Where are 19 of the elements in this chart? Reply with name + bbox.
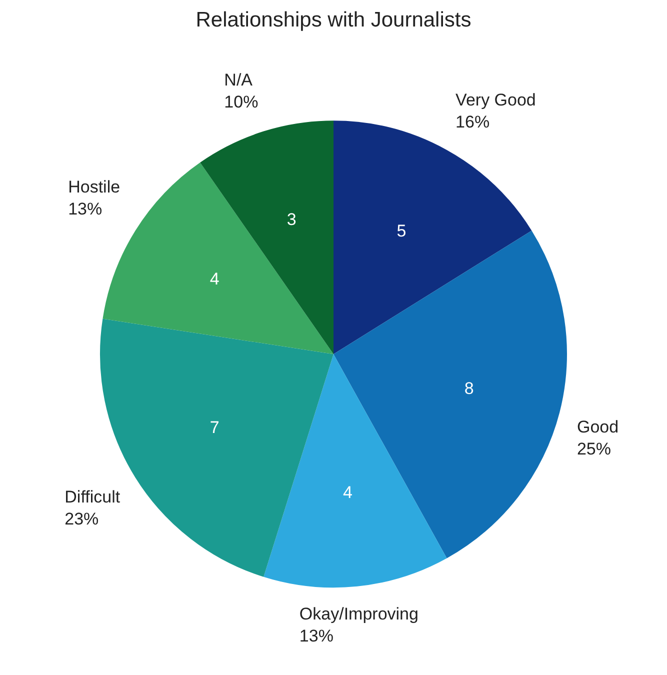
text: 13%: [299, 626, 334, 646]
data-label: 4: [210, 270, 220, 289]
text: 16%: [456, 112, 490, 132]
data-label: 5: [396, 221, 406, 240]
text: 25%: [576, 439, 612, 458]
data-label: 7: [210, 418, 220, 437]
slice-label: Hostile: [68, 177, 120, 196]
text: 23%: [64, 509, 99, 528]
slice-label: Okay/Improving: [299, 604, 418, 624]
text: 10%: [224, 92, 258, 112]
slice-label: Good: [576, 417, 619, 436]
slice-label: Difficult: [64, 487, 120, 506]
data-label: 4: [342, 483, 352, 502]
data-label: 8: [464, 378, 474, 398]
slice-label: Very Good: [456, 90, 536, 110]
data-label: 3: [286, 210, 296, 230]
text: 13%: [68, 199, 102, 218]
chart-title: Relationships with Journalists: [196, 8, 472, 32]
slice-label: N/A: [224, 70, 254, 90]
